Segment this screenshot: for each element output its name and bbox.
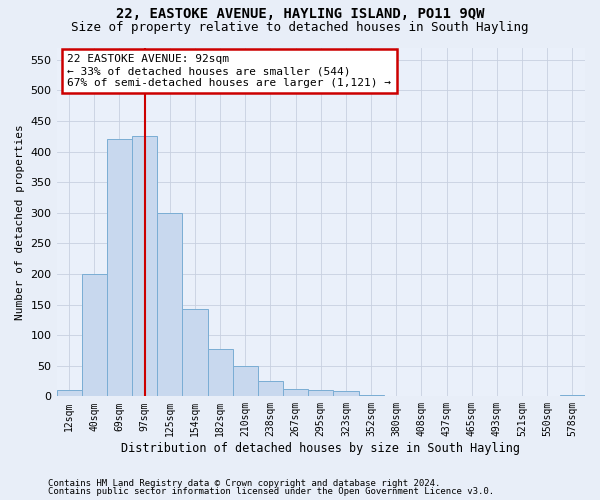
Bar bbox=[132, 136, 157, 396]
Bar bbox=[308, 390, 334, 396]
Bar bbox=[82, 274, 107, 396]
Bar bbox=[334, 392, 359, 396]
Text: 22 EASTOKE AVENUE: 92sqm
← 33% of detached houses are smaller (544)
67% of semi-: 22 EASTOKE AVENUE: 92sqm ← 33% of detach… bbox=[67, 54, 391, 88]
Bar bbox=[258, 381, 283, 396]
Text: Contains HM Land Registry data © Crown copyright and database right 2024.: Contains HM Land Registry data © Crown c… bbox=[48, 478, 440, 488]
Bar bbox=[233, 366, 258, 396]
Bar bbox=[560, 395, 585, 396]
Bar bbox=[107, 140, 132, 396]
Y-axis label: Number of detached properties: Number of detached properties bbox=[15, 124, 25, 320]
Text: 22, EASTOKE AVENUE, HAYLING ISLAND, PO11 9QW: 22, EASTOKE AVENUE, HAYLING ISLAND, PO11… bbox=[116, 8, 484, 22]
Bar bbox=[208, 349, 233, 397]
Bar bbox=[157, 212, 182, 396]
Text: Size of property relative to detached houses in South Hayling: Size of property relative to detached ho… bbox=[71, 21, 529, 34]
Bar bbox=[283, 389, 308, 396]
Bar bbox=[56, 390, 82, 396]
X-axis label: Distribution of detached houses by size in South Hayling: Distribution of detached houses by size … bbox=[121, 442, 520, 455]
Bar bbox=[182, 309, 208, 396]
Bar bbox=[359, 395, 383, 396]
Text: Contains public sector information licensed under the Open Government Licence v3: Contains public sector information licen… bbox=[48, 487, 494, 496]
